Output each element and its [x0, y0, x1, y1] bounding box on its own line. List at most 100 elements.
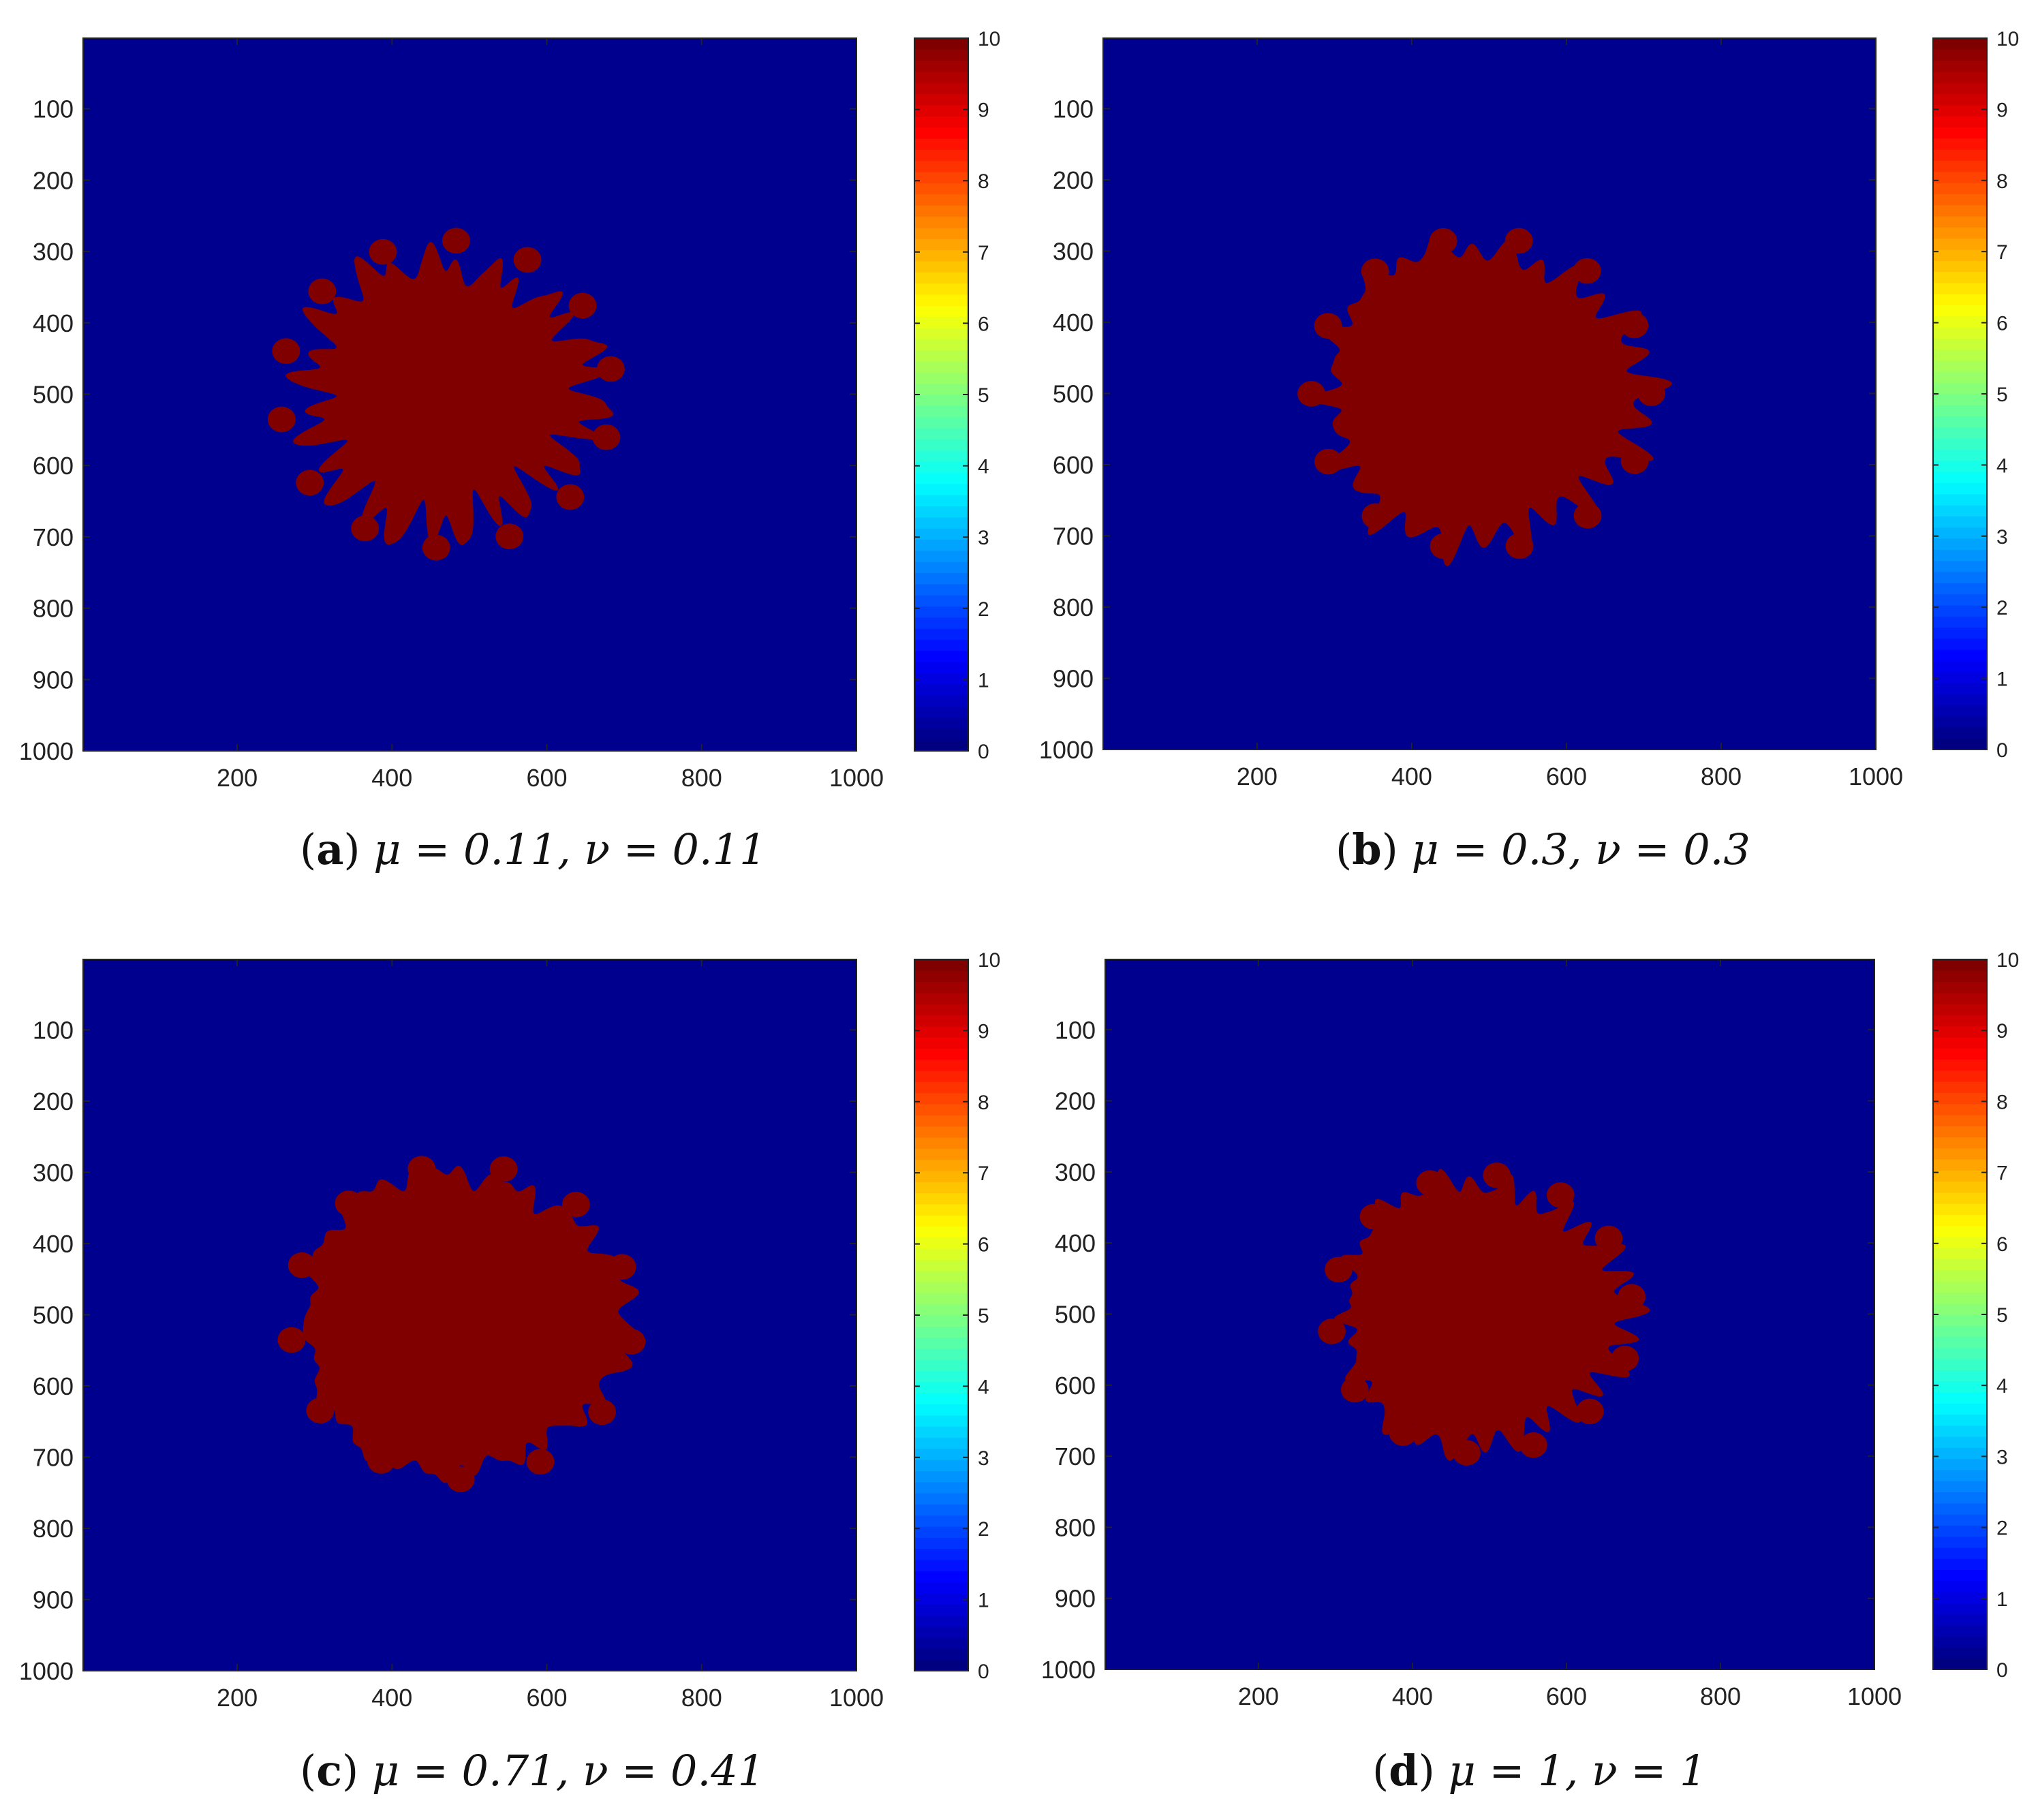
colorbar-segment [914, 673, 968, 685]
colorbar-segment [914, 495, 968, 507]
colorbar-tick-label: 6 [978, 313, 989, 335]
colorbar-segment [914, 1359, 968, 1372]
colorbar-segment [914, 970, 968, 983]
colorbar-segment [914, 992, 968, 1004]
colorbar-segment [1933, 1081, 1987, 1093]
y-tick-label: 400 [1053, 309, 1094, 337]
colorbar-segment [1933, 1059, 1987, 1071]
colorbar-segment [914, 1571, 968, 1583]
y-tick-label: 100 [1053, 95, 1094, 123]
heatmap-blob-lobe [596, 356, 625, 382]
colorbar-segment [1933, 1269, 1987, 1282]
heatmap-blob-lobe [1453, 1440, 1481, 1466]
colorbar-segment [914, 1426, 968, 1438]
colorbar-segment [1933, 1436, 1987, 1448]
heatmap-blob-lobe [308, 278, 337, 305]
colorbar-segment [914, 1215, 968, 1227]
colorbar-segment [914, 105, 968, 117]
colorbar-tick-label: 6 [978, 1234, 989, 1256]
colorbar-segment [914, 1282, 968, 1293]
colorbar-segment [914, 1648, 968, 1661]
colorbar-segment [914, 483, 968, 495]
heatmap-blob-lobe [1576, 1398, 1604, 1425]
colorbar-segment [914, 1448, 968, 1460]
colorbar-segment [1933, 349, 1987, 361]
colorbar-segment [1933, 1624, 1987, 1637]
colorbar-segment [1933, 1292, 1987, 1304]
caption-math: μ = 0.3, ν = 0.3 [1411, 824, 1750, 874]
colorbar-segment [1933, 981, 1987, 993]
colorbar-segment [1933, 505, 1987, 517]
colorbar-segment [914, 1460, 968, 1471]
colorbar-segment [914, 1137, 968, 1149]
x-tick-label: 600 [1546, 762, 1587, 790]
caption-c: (c) μ = 0.71, ν = 0.41 [300, 1746, 765, 1795]
x-tick-label: 200 [1237, 762, 1278, 790]
heatmap-blob-lobe [422, 534, 450, 561]
x-tick-label: 600 [527, 764, 568, 792]
colorbar-segment [914, 350, 968, 362]
colorbar-segment [1933, 1070, 1987, 1082]
y-tick-label: 1000 [19, 1657, 74, 1685]
colorbar-segment [914, 595, 968, 607]
colorbar-segment [914, 1526, 968, 1538]
colorbar-segment [1933, 593, 1987, 606]
colorbar-tick-label: 1 [1996, 1588, 2008, 1611]
colorbar-segment [1933, 1237, 1987, 1248]
colorbar-segment [914, 428, 968, 439]
colorbar-tick-label: 9 [1996, 1020, 2008, 1043]
colorbar-segment [914, 1092, 968, 1105]
colorbar-segment [914, 360, 968, 373]
y-tick-label: 300 [1055, 1158, 1096, 1186]
caption-letter: c [316, 1746, 342, 1795]
colorbar-segment [1933, 683, 1987, 695]
colorbar-segment [914, 172, 968, 184]
colorbar-tick-label: 4 [1996, 454, 2008, 477]
colorbar-segment [1933, 1636, 1987, 1648]
colorbar-tick-label: 0 [978, 741, 989, 763]
colorbar-segment [1933, 294, 1987, 306]
y-tick-label: 600 [1055, 1372, 1096, 1400]
colorbar-segment [914, 216, 968, 228]
colorbar-segment [914, 1626, 968, 1638]
colorbar-tick-label: 7 [978, 1162, 989, 1185]
colorbar-segment [914, 1470, 968, 1483]
colorbar-segment [914, 583, 968, 596]
colorbar-segment [914, 1559, 968, 1571]
colorbar-segment [1933, 1492, 1987, 1504]
colorbar-tick-label: 3 [978, 1447, 989, 1470]
heatmap-blob [303, 1165, 639, 1483]
heatmap-blob-lobe [561, 1191, 590, 1218]
colorbar-segment [914, 327, 968, 339]
y-tick-label: 500 [33, 380, 74, 408]
colorbar-segment [1933, 1381, 1987, 1393]
heatmap-blob-lobe [1359, 1203, 1388, 1230]
colorbar-segment [1933, 738, 1987, 750]
colorbar-tick-label: 2 [1996, 1517, 2008, 1540]
colorbar-segment [914, 49, 968, 61]
colorbar-tick-label: 0 [978, 1661, 989, 1683]
colorbar-segment [914, 38, 968, 50]
colorbar-tick-label: 5 [978, 384, 989, 407]
colorbar-segment [1933, 394, 1987, 405]
y-tick-label: 900 [1055, 1585, 1096, 1613]
colorbar-segment [914, 1326, 968, 1338]
colorbar-segment [914, 1304, 968, 1316]
colorbar-segment [914, 1226, 968, 1238]
colorbar-segment [1933, 1303, 1987, 1315]
caption-letter: d [1389, 1746, 1419, 1795]
colorbar-segment [914, 550, 968, 562]
colorbar-segment [1933, 1248, 1987, 1260]
colorbar-segment [1933, 1502, 1987, 1515]
colorbar-segment [914, 395, 968, 406]
colorbar-segment [1933, 1414, 1987, 1426]
colorbar-segment [1933, 959, 1987, 971]
colorbar-segment [914, 60, 968, 72]
y-tick-label: 200 [1055, 1088, 1096, 1115]
colorbar-segment [1933, 71, 1987, 83]
x-tick-label: 400 [371, 764, 412, 792]
heatmap-blob-lobe [1314, 313, 1342, 339]
heatmap-blob-lobe [1483, 1162, 1511, 1188]
heatmap-blob-lobe [1361, 258, 1389, 284]
colorbar-segment [914, 1237, 968, 1249]
